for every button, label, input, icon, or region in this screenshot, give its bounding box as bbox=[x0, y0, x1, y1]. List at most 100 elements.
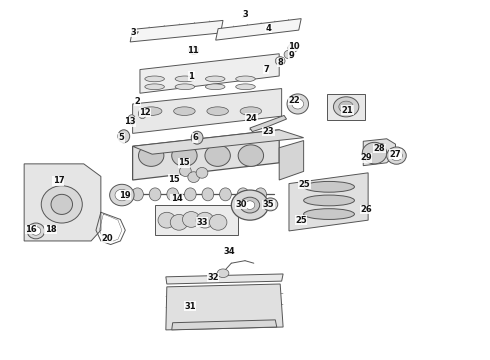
Ellipse shape bbox=[182, 212, 200, 227]
Text: 22: 22 bbox=[288, 96, 300, 105]
Text: 25: 25 bbox=[299, 180, 311, 189]
Text: 7: 7 bbox=[263, 65, 269, 74]
Ellipse shape bbox=[240, 197, 260, 213]
Ellipse shape bbox=[139, 109, 147, 119]
Ellipse shape bbox=[167, 188, 178, 201]
Ellipse shape bbox=[205, 76, 225, 82]
Polygon shape bbox=[172, 320, 277, 330]
Text: 15: 15 bbox=[178, 158, 190, 167]
Ellipse shape bbox=[238, 145, 264, 166]
Text: 30: 30 bbox=[235, 200, 247, 209]
Ellipse shape bbox=[184, 188, 196, 201]
Ellipse shape bbox=[145, 76, 164, 82]
Polygon shape bbox=[250, 116, 287, 132]
Polygon shape bbox=[166, 284, 283, 330]
Ellipse shape bbox=[179, 166, 191, 176]
Ellipse shape bbox=[191, 131, 203, 144]
Polygon shape bbox=[216, 19, 301, 40]
Polygon shape bbox=[24, 164, 101, 241]
Ellipse shape bbox=[240, 107, 262, 116]
Ellipse shape bbox=[139, 145, 164, 166]
Text: 21: 21 bbox=[342, 105, 353, 114]
Ellipse shape bbox=[263, 198, 278, 211]
Text: 14: 14 bbox=[171, 194, 182, 203]
Text: 32: 32 bbox=[207, 273, 219, 282]
Text: 24: 24 bbox=[245, 114, 257, 123]
Text: 10: 10 bbox=[288, 42, 300, 51]
Ellipse shape bbox=[339, 101, 353, 113]
Polygon shape bbox=[130, 21, 223, 42]
Text: 3: 3 bbox=[242, 10, 248, 19]
Text: 5: 5 bbox=[119, 133, 124, 142]
Text: 23: 23 bbox=[263, 127, 274, 136]
Ellipse shape bbox=[220, 188, 231, 201]
Polygon shape bbox=[166, 274, 283, 284]
Ellipse shape bbox=[287, 94, 309, 114]
Ellipse shape bbox=[196, 167, 208, 178]
Ellipse shape bbox=[205, 145, 230, 166]
Text: 18: 18 bbox=[45, 225, 56, 234]
Text: 12: 12 bbox=[139, 108, 151, 117]
Text: 16: 16 bbox=[25, 225, 37, 234]
Text: 1: 1 bbox=[188, 72, 194, 81]
Text: 27: 27 bbox=[390, 150, 401, 159]
Text: 2: 2 bbox=[135, 96, 141, 105]
Ellipse shape bbox=[207, 107, 228, 116]
Ellipse shape bbox=[149, 188, 161, 201]
Text: 25: 25 bbox=[295, 216, 307, 225]
Text: 34: 34 bbox=[223, 247, 235, 256]
Ellipse shape bbox=[304, 195, 354, 206]
Ellipse shape bbox=[132, 188, 144, 201]
Text: 28: 28 bbox=[373, 144, 385, 153]
Text: 9: 9 bbox=[289, 51, 294, 60]
Ellipse shape bbox=[284, 50, 294, 59]
Ellipse shape bbox=[217, 269, 229, 278]
Ellipse shape bbox=[209, 215, 227, 230]
Ellipse shape bbox=[237, 188, 249, 201]
Ellipse shape bbox=[145, 84, 164, 90]
Text: 17: 17 bbox=[52, 176, 64, 185]
Ellipse shape bbox=[304, 209, 354, 220]
Ellipse shape bbox=[202, 188, 214, 201]
Ellipse shape bbox=[275, 57, 285, 65]
Ellipse shape bbox=[172, 145, 197, 166]
Polygon shape bbox=[140, 54, 279, 93]
Ellipse shape bbox=[175, 76, 195, 82]
Ellipse shape bbox=[41, 186, 82, 223]
Ellipse shape bbox=[141, 107, 162, 116]
Ellipse shape bbox=[158, 212, 175, 228]
Ellipse shape bbox=[128, 115, 136, 125]
Text: 15: 15 bbox=[168, 175, 180, 184]
Polygon shape bbox=[363, 139, 395, 166]
Ellipse shape bbox=[292, 99, 304, 109]
Text: 20: 20 bbox=[101, 234, 113, 243]
Text: 35: 35 bbox=[263, 200, 274, 209]
Text: 31: 31 bbox=[184, 302, 196, 311]
Ellipse shape bbox=[376, 143, 386, 152]
Text: 26: 26 bbox=[360, 205, 372, 214]
Text: 13: 13 bbox=[124, 117, 136, 126]
Ellipse shape bbox=[115, 189, 129, 201]
Ellipse shape bbox=[173, 107, 195, 116]
Polygon shape bbox=[289, 173, 368, 231]
Ellipse shape bbox=[245, 201, 255, 210]
Text: 19: 19 bbox=[120, 190, 131, 199]
Text: 3: 3 bbox=[131, 28, 137, 37]
Text: 11: 11 bbox=[187, 46, 198, 55]
Text: 6: 6 bbox=[192, 133, 198, 142]
Ellipse shape bbox=[175, 84, 195, 90]
Ellipse shape bbox=[391, 150, 402, 161]
Ellipse shape bbox=[236, 84, 255, 90]
Text: 4: 4 bbox=[266, 24, 271, 33]
Ellipse shape bbox=[205, 84, 225, 90]
Ellipse shape bbox=[170, 215, 188, 230]
Polygon shape bbox=[279, 140, 304, 180]
Ellipse shape bbox=[118, 130, 130, 143]
Ellipse shape bbox=[231, 190, 269, 220]
Ellipse shape bbox=[27, 223, 45, 239]
Ellipse shape bbox=[188, 172, 199, 183]
Ellipse shape bbox=[196, 212, 214, 228]
Polygon shape bbox=[133, 89, 282, 134]
Ellipse shape bbox=[304, 181, 354, 192]
Ellipse shape bbox=[110, 184, 134, 206]
